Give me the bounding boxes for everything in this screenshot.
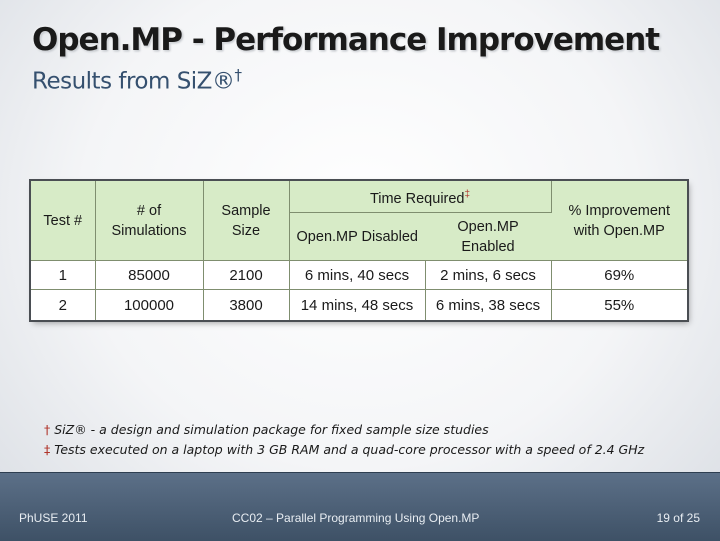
header-double-dagger-mark: ‡ (464, 188, 471, 200)
cell-test: 2 (31, 289, 96, 320)
cell-disabled-time: 6 mins, 40 secs (289, 260, 426, 290)
footnote-double-dagger-text: Tests executed on a laptop with 3 GB RAM… (54, 442, 645, 457)
header-time-required: Time Required‡ (289, 181, 552, 213)
footnote-dagger: † SiZ® - a design and simulation package… (44, 420, 684, 440)
header-openmp-enabled: Open.MP Enabled (425, 212, 551, 261)
footnote-dagger-text: SiZ® - a design and simulation package f… (54, 422, 489, 437)
table-row: 1 85000 2100 6 mins, 40 secs 2 mins, 6 s… (31, 260, 687, 290)
header-test: Test # (31, 181, 96, 261)
cell-disabled-time: 14 mins, 48 secs (289, 289, 426, 320)
footer-conference: PhUSE 2011 (19, 511, 88, 525)
header-improvement: % Improvement with Open.MP (551, 181, 687, 261)
cell-improvement: 55% (551, 289, 687, 320)
cell-improvement: 69% (551, 260, 687, 290)
footnote-double-dagger-mark: ‡ (44, 442, 51, 457)
cell-sample-size: 2100 (203, 260, 290, 290)
cell-simulations: 85000 (95, 260, 204, 290)
slide-subtitle: Results from SiZ®† (32, 66, 242, 95)
results-table: Test # # of Simulations Sample Size Time… (29, 179, 689, 322)
table-subheader-row: Open.MP Disabled Open.MP Enabled (31, 212, 687, 261)
header-openmp-disabled: Open.MP Disabled (289, 212, 425, 261)
footnotes: † SiZ® - a design and simulation package… (44, 420, 684, 460)
cell-enabled-time: 2 mins, 6 secs (425, 260, 552, 290)
slide-title: Open.MP - Performance Improvement (32, 22, 660, 58)
subtitle-dagger-mark: † (234, 66, 242, 84)
footer-slide-number: 19 of 25 (656, 511, 700, 525)
header-simulations: # of Simulations (95, 181, 204, 261)
table-row: 2 100000 3800 14 mins, 48 secs 6 mins, 3… (31, 289, 687, 320)
subtitle-text: Results from SiZ® (32, 68, 235, 95)
cell-enabled-time: 6 mins, 38 secs (425, 289, 552, 320)
footer-bar: PhUSE 2011 CC02 – Parallel Programming U… (0, 472, 720, 541)
footnote-double-dagger: ‡ Tests executed on a laptop with 3 GB R… (44, 440, 684, 460)
table-header-row: Test # # of Simulations Sample Size Time… (31, 181, 687, 261)
cell-test: 1 (31, 260, 96, 290)
cell-simulations: 100000 (95, 289, 204, 320)
header-time-required-label: Time Required (369, 190, 465, 207)
header-sample-size: Sample Size (203, 181, 290, 261)
footnote-dagger-mark: † (44, 422, 51, 437)
footer-presentation-title: CC02 – Parallel Programming Using Open.M… (232, 511, 480, 525)
cell-sample-size: 3800 (203, 289, 290, 320)
